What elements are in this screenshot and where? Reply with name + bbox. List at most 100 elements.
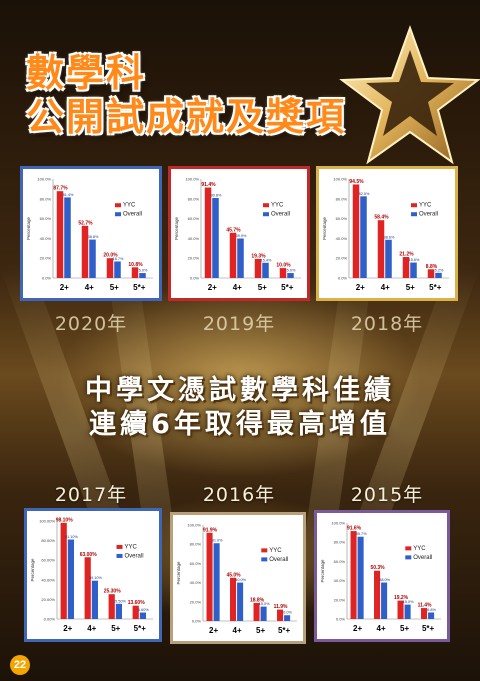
- bar-overall: [385, 239, 392, 278]
- data-label-yyc: 87.7%: [53, 186, 68, 192]
- data-label-overall: 5.0%: [139, 269, 148, 273]
- y-tick-label: 40.0%: [336, 236, 348, 241]
- bar-overall: [64, 197, 71, 278]
- x-tick-label: 5+: [406, 283, 415, 292]
- bar-chart-2018: Percentage 0.0% 20.0% 40.0% 60.0% 80.0% 100.0%…: [322, 177, 449, 292]
- data-label-yyc: 20.0%: [103, 253, 118, 259]
- y-tick-label: 20.0%: [40, 256, 52, 261]
- legend-swatch: [263, 203, 269, 208]
- y-axis-label: Percentage: [26, 217, 31, 241]
- legend-swatch: [411, 212, 417, 217]
- x-tick-label: 4+: [87, 624, 96, 633]
- data-label-yyc: 13.60%: [128, 600, 146, 606]
- x-tick-label: 2+: [356, 283, 365, 292]
- y-tick-label: 60.00%: [41, 558, 55, 563]
- legend-label: Overall: [269, 557, 288, 563]
- bar-yyc: [253, 602, 260, 621]
- data-label-overall: 81.10%: [65, 535, 79, 539]
- y-tick-label: 20.0%: [188, 256, 200, 261]
- bar-yyc: [397, 600, 404, 619]
- data-label-yyc: 91.4%: [201, 182, 216, 188]
- data-label-overall: 15.6%: [409, 258, 420, 262]
- bar-overall: [410, 262, 417, 278]
- x-tick-label: 2+: [60, 283, 69, 292]
- bar-yyc: [132, 605, 139, 619]
- bar-chart-2015: Percentage 0.0% 20.0% 40.0% 60.0% 80.0% 100.0%…: [320, 521, 441, 633]
- data-label-yyc: 52.7%: [78, 220, 93, 226]
- bar-yyc: [402, 257, 410, 278]
- bar-overall: [67, 539, 74, 619]
- page-number-badge: 22: [10, 655, 30, 675]
- chart-card-2015: Percentage 0.0% 20.0% 40.0% 60.0% 80.0% 100.0%…: [314, 510, 450, 642]
- x-tick-label: 4+: [377, 624, 386, 633]
- data-label-yyc: 18.8%: [250, 597, 265, 603]
- y-tick-label: 100.0%: [185, 177, 199, 182]
- data-label-yyc: 11.4%: [418, 603, 432, 609]
- data-label-yyc: 58.4%: [374, 215, 389, 221]
- y-tick-label: 40.0%: [188, 236, 200, 241]
- y-tick-label: 60.0%: [336, 216, 348, 221]
- legend-label: YYC: [413, 546, 426, 552]
- year-label-2019: 2019年: [202, 313, 276, 335]
- data-label-overall: 38.8%: [88, 235, 99, 239]
- chart-card-2016: Percentage 0.0% 20.0% 40.0% 60.0% 80.0% 100.0%…: [170, 512, 306, 644]
- x-tick-label: 2+: [209, 626, 218, 635]
- legend-label: YYC: [269, 548, 282, 554]
- x-tick-label: 5+: [111, 624, 120, 633]
- y-tick-label: 80.0%: [336, 196, 348, 201]
- legend-swatch: [411, 203, 417, 208]
- y-axis-label: Percentage: [322, 217, 327, 241]
- data-label-yyc: 45.0%: [226, 572, 241, 578]
- bar-chart-2016: Percentage 0.0% 20.0% 40.0% 60.0% 80.0% 100.0%…: [176, 523, 297, 635]
- bar-overall: [237, 238, 244, 278]
- y-tick-label: 80.0%: [334, 540, 346, 545]
- y-tick-label: 20.0%: [334, 597, 346, 602]
- y-tick-label: 0.0%: [190, 276, 200, 281]
- data-label-yyc: 25.30%: [104, 589, 122, 595]
- data-label-yyc: 91.6%: [347, 526, 362, 532]
- y-tick-label: 0.0%: [336, 617, 346, 622]
- data-label-overall: 81.0%: [212, 539, 223, 543]
- bar-yyc: [277, 609, 284, 621]
- y-axis-label: Percentage: [30, 558, 35, 582]
- x-tick-label: 5+: [110, 283, 119, 292]
- bar-chart-2017: Percentage 0.00% 20.00% 40.00% 60.00% 80.00% 1…: [30, 517, 153, 633]
- y-tick-label: 100.0%: [37, 177, 51, 182]
- page-title-line1: 數學科: [26, 51, 147, 95]
- x-tick-label: 5*+: [134, 624, 147, 633]
- x-tick-label: 4+: [381, 283, 390, 292]
- bar-yyc: [374, 570, 381, 619]
- x-tick-label: 4+: [233, 283, 242, 292]
- bar-overall: [139, 612, 146, 619]
- bar-yyc: [377, 220, 385, 278]
- chart-card-2018: Percentage 0.0% 20.0% 40.0% 60.0% 80.0% 100.0%…: [316, 166, 458, 301]
- legend-swatch: [405, 546, 412, 551]
- data-label-overall: 81.4%: [63, 193, 74, 197]
- bar-overall: [435, 272, 442, 278]
- headline-line1: 中學文憑試數學科佳績: [85, 375, 395, 406]
- bar-yyc: [206, 532, 213, 621]
- year-label-2017: 2017年: [54, 484, 128, 506]
- y-tick-label: 60.0%: [190, 561, 202, 566]
- year-label-2018: 2018年: [350, 313, 424, 335]
- bar-overall: [287, 273, 294, 278]
- bar-yyc: [108, 594, 115, 619]
- data-label-overall: 80.8%: [211, 194, 222, 198]
- y-tick-label: 20.0%: [336, 256, 348, 261]
- data-label-overall: 5.2%: [435, 268, 444, 272]
- data-label-yyc: 19.2%: [394, 595, 409, 601]
- data-label-yyc: 50.3%: [370, 565, 385, 571]
- data-label-yyc: 98.10%: [56, 517, 74, 523]
- legend-swatch: [116, 553, 123, 558]
- bar-overall: [212, 198, 219, 278]
- bar-yyc: [204, 187, 212, 278]
- legend-swatch: [115, 203, 121, 208]
- bar-overall: [428, 612, 435, 619]
- data-label-overall: 6.0%: [283, 611, 292, 615]
- y-tick-label: 80.00%: [41, 538, 55, 543]
- y-tick-label: 40.00%: [41, 577, 55, 582]
- y-tick-label: 100.0%: [187, 523, 201, 528]
- x-tick-label: 4+: [85, 283, 94, 292]
- y-tick-label: 100.00%: [39, 519, 55, 524]
- x-tick-label: 4+: [233, 626, 242, 635]
